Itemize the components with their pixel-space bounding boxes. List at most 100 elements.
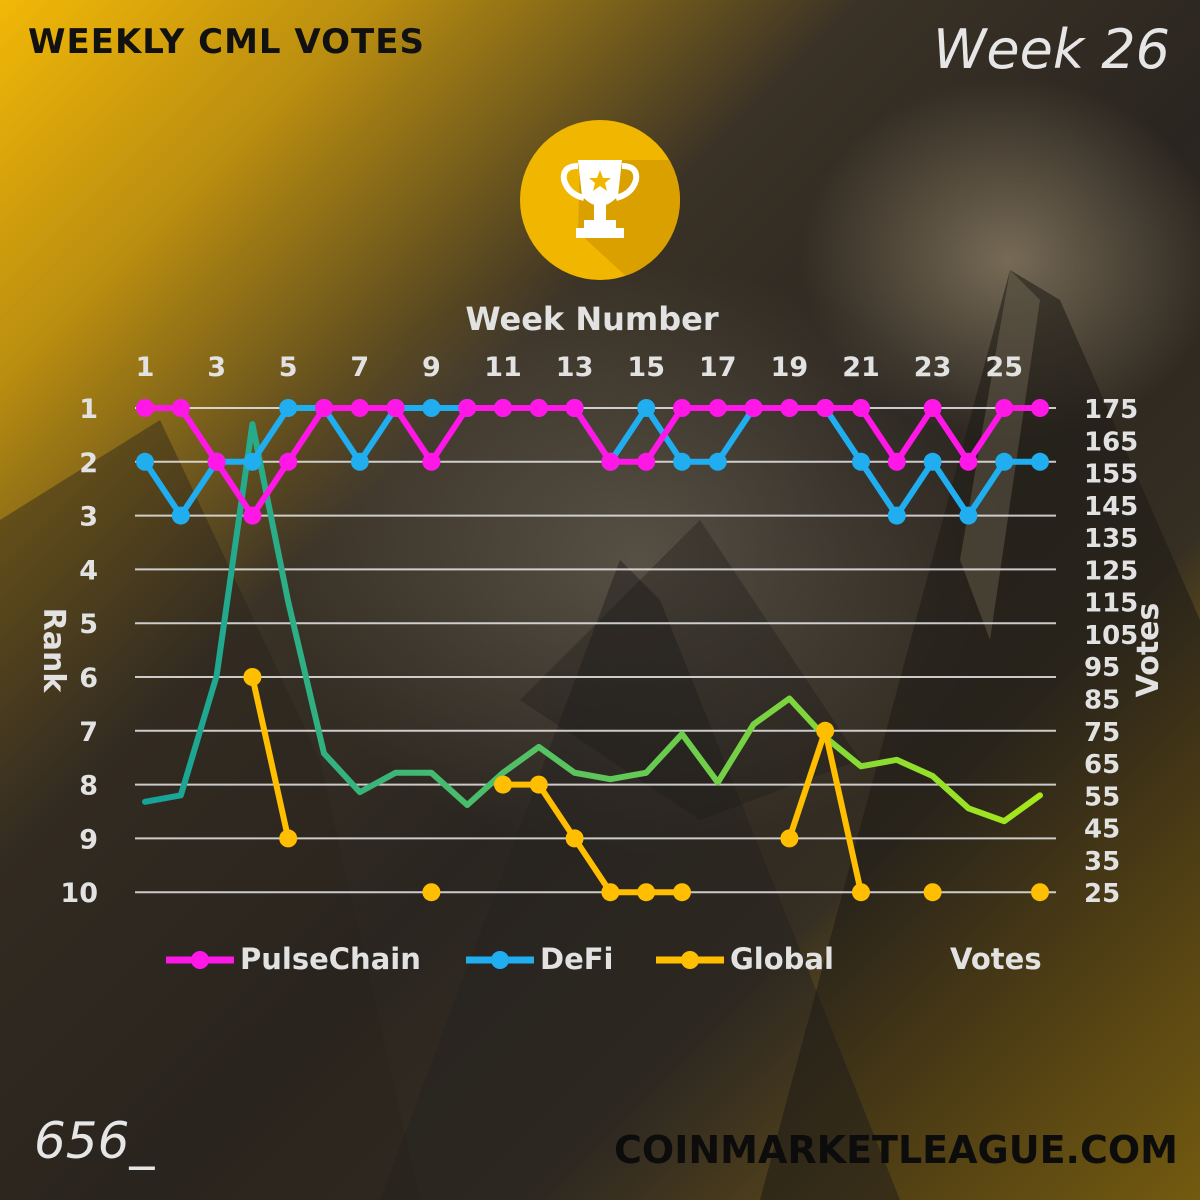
week-label: Week 26 <box>933 18 1170 81</box>
legend-marker-pulsechain <box>166 951 234 969</box>
y-tick-label: 1 <box>79 394 98 425</box>
global-point <box>637 883 656 902</box>
legend-label-defi: DeFi <box>540 942 614 976</box>
y-tick-label: 6 <box>79 663 98 694</box>
y2-tick-label: 95 <box>1084 653 1120 683</box>
pulsechain-point <box>136 399 154 417</box>
y2-tick-label: 135 <box>1084 524 1138 554</box>
defi-point <box>637 399 656 417</box>
pulsechain-point <box>816 399 835 417</box>
y-tick-label: 10 <box>60 878 98 909</box>
x-tick-label: 17 <box>699 352 737 383</box>
pulsechain-point <box>780 399 799 417</box>
y2-tick-label: 115 <box>1084 589 1138 619</box>
pulsechain-point <box>350 399 369 417</box>
legend-marker-votes <box>876 956 944 964</box>
global-point <box>243 668 262 686</box>
x-tick-label: 19 <box>771 352 809 383</box>
y2-tick-label: 85 <box>1084 686 1120 716</box>
y2-tick-label: 35 <box>1084 847 1120 877</box>
y2-tick-label: 175 <box>1084 395 1138 425</box>
site-link: COINMARKETLEAGUE.COM <box>614 1128 1178 1172</box>
trophy-icon <box>560 160 680 280</box>
y2-tick-label: 65 <box>1084 750 1120 780</box>
defi-point <box>136 452 154 471</box>
pulsechain-point <box>744 399 763 417</box>
pulsechain-point <box>887 452 906 471</box>
global-point <box>1031 883 1049 902</box>
pulsechain-point <box>494 399 512 417</box>
y-tick-label: 7 <box>79 717 98 748</box>
pulsechain-point <box>458 399 477 417</box>
y2-tick-label: 165 <box>1084 427 1138 457</box>
trophy-badge <box>520 120 680 280</box>
x-tick-label: 15 <box>627 352 665 383</box>
global-point <box>601 883 620 902</box>
pulsechain-point <box>529 399 548 417</box>
y-tick-label: 8 <box>79 771 98 802</box>
pulsechain-point <box>637 452 656 471</box>
pulsechain-line <box>142 405 1043 519</box>
pulsechain-point <box>279 452 298 471</box>
y2-tick-label: 155 <box>1084 460 1138 490</box>
y2-tick-label: 75 <box>1084 718 1120 748</box>
page-title: WEEKLY CML VOTES <box>28 22 425 62</box>
x-tick-label: 3 <box>207 352 226 383</box>
defi-point <box>350 452 369 471</box>
x-tick-label: 25 <box>985 352 1023 383</box>
global-point <box>494 775 512 794</box>
pulsechain-point <box>171 399 190 417</box>
defi-point <box>243 452 262 471</box>
global-point <box>816 721 835 740</box>
series-lines <box>136 399 1049 902</box>
pulsechain-point <box>1031 399 1049 417</box>
y-axis-ticks: 1 2 3 4 5 6 7 8 9 10 <box>60 394 98 909</box>
x-axis-title: Week Number <box>465 300 719 338</box>
chart-legend: PulseChain DeFi Global Votes <box>160 938 1060 982</box>
global-point <box>923 883 942 902</box>
defi-point <box>923 452 942 471</box>
defi-point <box>673 452 691 471</box>
y2-tick-label: 45 <box>1084 815 1120 845</box>
legend-label-votes: Votes <box>950 942 1042 976</box>
x-tick-label: 1 <box>136 352 155 383</box>
y2-tick-label: 55 <box>1084 782 1120 812</box>
global-point <box>780 829 799 848</box>
legend-marker-defi <box>466 951 534 969</box>
defi-point <box>422 399 441 417</box>
pulsechain-point <box>673 399 691 417</box>
defi-point <box>995 452 1014 471</box>
x-axis-ticks: 1 3 5 7 9 11 13 15 17 19 21 23 25 <box>136 352 1023 383</box>
global-point <box>529 775 548 794</box>
global-point <box>279 829 298 848</box>
legend-label-pulsechain: PulseChain <box>240 942 421 976</box>
pulsechain-point <box>565 399 584 417</box>
global-point <box>852 883 870 902</box>
defi-point <box>171 506 190 525</box>
x-tick-label: 7 <box>350 352 369 383</box>
x-tick-label: 23 <box>914 352 952 383</box>
y2-tick-label: 105 <box>1084 621 1138 651</box>
defi-point <box>887 506 906 525</box>
x-tick-label: 11 <box>484 352 522 383</box>
y-tick-label: 5 <box>79 609 98 640</box>
pulsechain-point <box>708 399 727 417</box>
global-point <box>673 883 691 902</box>
y2-tick-label: 125 <box>1084 556 1138 586</box>
pulsechain-point <box>601 452 620 471</box>
x-tick-label: 5 <box>279 352 298 383</box>
pulsechain-point <box>243 506 262 525</box>
global-point <box>422 883 441 902</box>
defi-point <box>708 452 727 471</box>
pulsechain-point <box>923 399 942 417</box>
pulsechain-point <box>422 452 441 471</box>
pulsechain-point <box>386 399 405 417</box>
pulsechain-point <box>207 452 226 471</box>
pulsechain-point <box>959 452 978 471</box>
y-axis-title: Rank <box>36 608 71 694</box>
y-tick-label: 4 <box>79 555 98 586</box>
defi-point <box>959 506 978 525</box>
